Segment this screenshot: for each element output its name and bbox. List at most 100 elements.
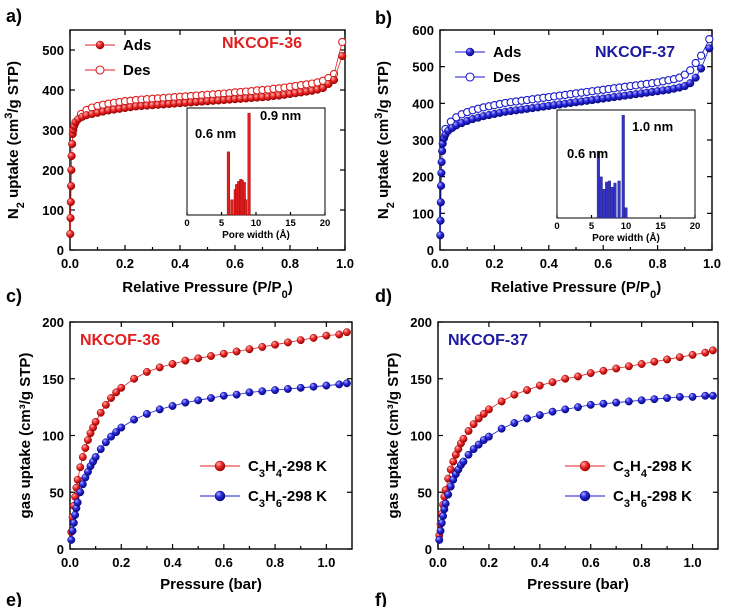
data-point	[155, 405, 164, 414]
data-point	[449, 457, 458, 466]
data-point	[459, 457, 468, 466]
data-point	[446, 482, 455, 491]
inset-frame	[556, 109, 696, 219]
inset-bar	[599, 176, 603, 219]
data-point	[708, 346, 717, 355]
inset-frame	[186, 107, 326, 216]
data-point	[342, 379, 351, 388]
data-point	[701, 391, 710, 400]
data-point	[705, 44, 714, 53]
inset-bar	[607, 180, 611, 219]
panel-label-a: a)	[6, 6, 22, 26]
inset-bar	[613, 182, 617, 219]
inset-x-axis-label: Pore width (Å)	[592, 231, 660, 244]
inset-bar	[226, 151, 230, 216]
data-point	[245, 345, 254, 354]
x-tick-label: 0.6	[582, 555, 600, 570]
x-axis-label: Relative Pressure (P/P0)	[491, 279, 661, 301]
data-point	[697, 64, 706, 73]
data-point	[142, 409, 151, 418]
x-tick-label: 0.8	[266, 555, 284, 570]
data-point	[497, 397, 506, 406]
data-point	[95, 40, 105, 50]
data-point	[76, 488, 85, 497]
x-tick-label: 0.4	[164, 555, 183, 570]
data-point	[688, 392, 697, 401]
data-point	[181, 356, 190, 365]
plot-d-gas-uptake: 0.0 0.2 0.4 0.6 0.8 1.0 0 50 100 150 200 Pressure (…	[385, 315, 719, 593]
data-point	[435, 535, 444, 544]
inset-bar	[230, 199, 234, 216]
data-point	[465, 47, 475, 57]
data-point	[612, 364, 621, 373]
y-tick-label: 100	[42, 203, 64, 218]
data-point	[91, 453, 100, 462]
inset-bar	[621, 114, 625, 219]
y-axis-label: gas uptake (cm³/g STP)	[17, 353, 34, 519]
panel-label-e: e)	[6, 590, 22, 607]
inset-bar	[624, 207, 628, 219]
data-point-open	[696, 51, 706, 60]
legend-label-des: Des	[493, 69, 521, 86]
y-tick-label: 150	[410, 372, 432, 387]
y-tick-label: 0	[57, 542, 64, 557]
data-point	[523, 386, 532, 395]
legend-label-ads: Ads	[493, 44, 521, 61]
inset-bar	[602, 188, 606, 219]
data-point	[650, 357, 659, 366]
data-point	[535, 381, 544, 390]
x-tick-label: 0.4	[531, 555, 550, 570]
panel-title: NKCOF-37	[448, 332, 528, 349]
data-point	[283, 385, 292, 393]
legend-label: C3H6-298 K	[613, 488, 692, 510]
data-point	[708, 391, 717, 400]
data-point	[168, 360, 177, 368]
data-point	[68, 139, 77, 149]
data-point	[675, 353, 684, 362]
data-point	[130, 374, 139, 383]
legend-label: C3H6-298 K	[248, 488, 327, 510]
data-point	[78, 453, 87, 462]
data-point	[296, 336, 305, 345]
data-point	[67, 535, 76, 544]
data-point	[675, 392, 684, 401]
y-tick-label: 200	[42, 315, 64, 330]
y-tick-label: 0	[57, 243, 64, 258]
x-tick-label: 0.8	[649, 256, 667, 271]
data-point	[107, 432, 115, 441]
data-point	[117, 383, 126, 392]
x-tick-label: 0.0	[429, 555, 447, 570]
inset-x-tick-label: 15	[285, 218, 296, 229]
data-point	[219, 349, 228, 358]
data-point	[168, 402, 177, 410]
inset-x-tick-label: 0	[554, 221, 559, 232]
x-tick-label: 0.6	[215, 555, 233, 570]
data-point	[68, 526, 77, 535]
data-point	[441, 499, 450, 508]
inset-annotation-large-pore: 0.9 nm	[260, 108, 301, 123]
data-point	[219, 391, 228, 400]
x-tick-label: 0.6	[594, 256, 612, 271]
data-point	[510, 419, 519, 427]
x-tick-label: 1.0	[703, 256, 721, 271]
x-axis-label: Pressure (bar)	[160, 576, 262, 593]
data-point	[335, 330, 344, 339]
panel-label-f: f)	[375, 590, 387, 607]
data-point	[271, 386, 280, 395]
data-point	[66, 213, 75, 223]
data-point	[459, 434, 468, 443]
x-tick-label: 0.2	[112, 555, 130, 570]
x-axis-label: Pressure (bar)	[527, 576, 629, 593]
data-point	[548, 378, 557, 387]
data-point	[579, 460, 591, 472]
y-tick-label: 150	[42, 372, 64, 387]
data-point	[438, 146, 447, 156]
y-tick-label: 200	[412, 170, 434, 185]
data-point	[117, 423, 126, 432]
inset-x-tick-label: 5	[589, 221, 595, 232]
data-point	[76, 463, 85, 472]
data-point	[469, 420, 478, 429]
y-tick-label: 200	[42, 163, 64, 178]
data-point	[96, 408, 105, 417]
data-point	[497, 424, 506, 433]
